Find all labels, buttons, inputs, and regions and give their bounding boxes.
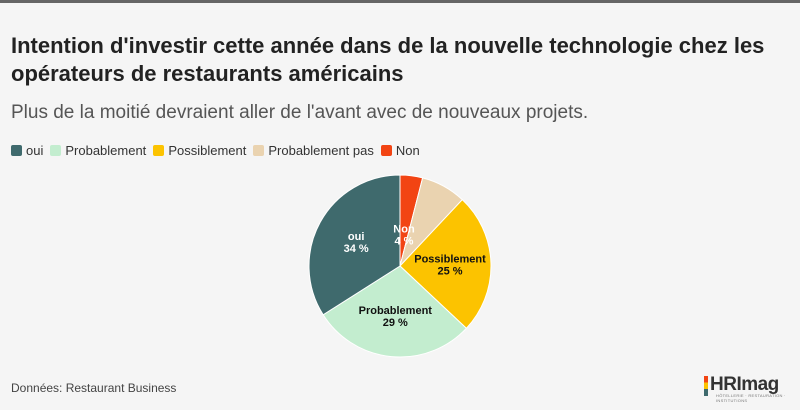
data-source: Données: Restaurant Business: [11, 381, 177, 395]
pie-slice-probablement: [322, 265, 468, 358]
pie-slice-possiblement: [399, 198, 492, 330]
legend-item-possiblement: Possiblement: [153, 143, 246, 158]
slice-label-probablement: Probablement 29 %: [359, 305, 433, 329]
legend-item-probablement-pas: Probablement pas: [253, 143, 374, 158]
pie-slice-oui: [308, 174, 401, 316]
legend-swatch: [50, 145, 62, 156]
logo-tagline: HÔTELLERIE · RESTAURATION · INSTITUTIONS: [716, 393, 786, 403]
logo-text: HRImag: [710, 374, 779, 395]
chart-subtitle: Plus de la moitié devraient aller de l'a…: [11, 102, 589, 123]
legend-label: Probablement pas: [268, 143, 374, 158]
chart-title: Intention d'investir cette année dans de…: [11, 33, 765, 86]
legend-label: Probablement: [65, 143, 147, 158]
chart-legend: oui Probablement Possiblement Probablement …: [11, 143, 427, 158]
legend-swatch: [11, 145, 22, 156]
slice-label-oui: oui 34 %: [344, 231, 369, 255]
slice-label-non: Non 4 %: [393, 223, 415, 247]
legend-swatch: [253, 145, 265, 156]
legend-label: Possiblement: [168, 143, 247, 158]
legend-item-oui: oui: [11, 143, 43, 158]
slice-label-possiblement: Possiblement 25 %: [414, 253, 486, 277]
hrimag-logo: HRImag HÔTELLERIE · RESTAURATION · INSTI…: [704, 374, 792, 403]
legend-item-probablement: Probablement: [50, 143, 146, 158]
legend-item-non: Non: [380, 143, 420, 158]
legend-swatch: [153, 145, 165, 156]
legend-label: oui: [26, 143, 44, 158]
logo-bar-icon: [704, 376, 708, 396]
legend-label: Non: [395, 143, 420, 158]
legend-swatch: [380, 145, 392, 156]
top-border: [0, 0, 800, 3]
